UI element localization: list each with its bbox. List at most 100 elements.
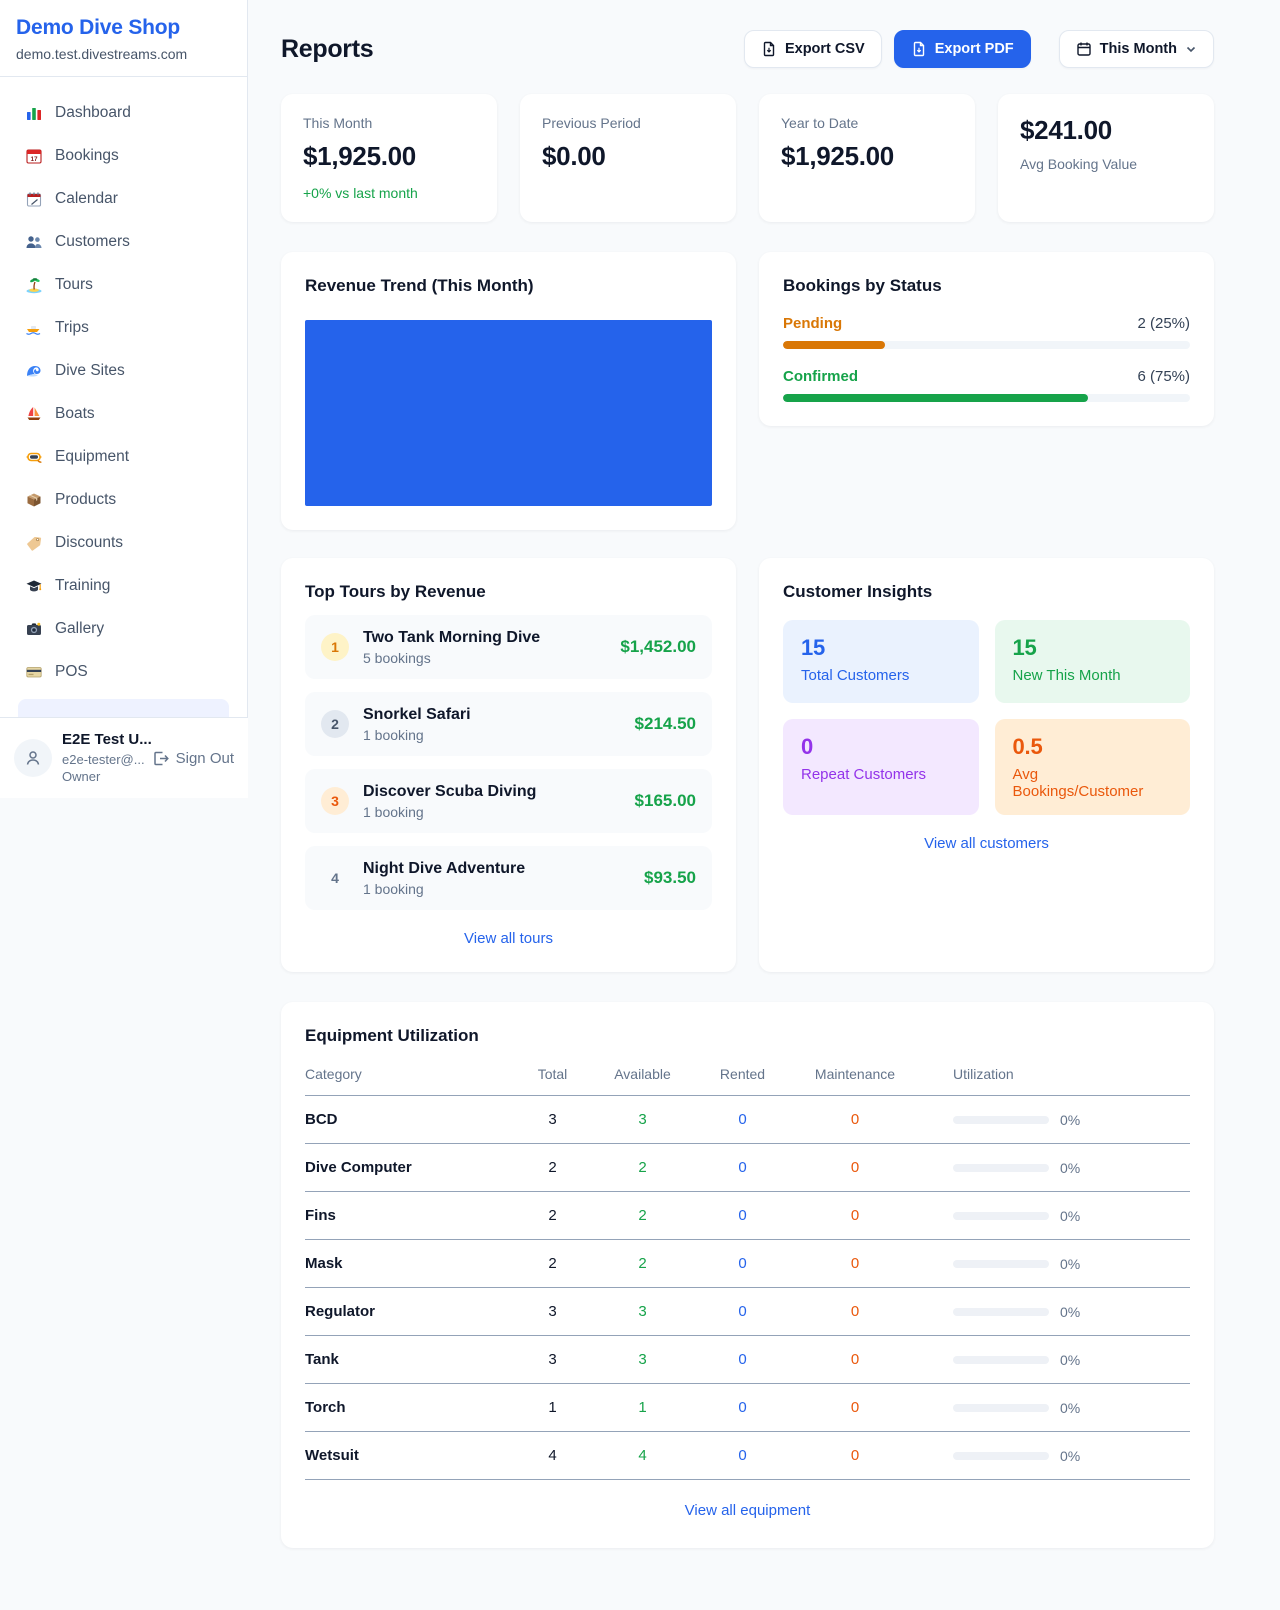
- sidebar-item-dive-sites[interactable]: Dive Sites: [14, 349, 233, 392]
- utilization-bar: [953, 1259, 1049, 1268]
- sign-out-icon: [152, 750, 169, 767]
- tour-bookings: 1 booking: [363, 726, 424, 743]
- view-all-equipment-link[interactable]: View all equipment: [684, 1502, 811, 1519]
- table-row: Fins 2 2 0 0 0%: [305, 1192, 1190, 1240]
- stat-card-avg-booking-value: $241.00 Avg Booking Value: [998, 94, 1214, 222]
- utilization-bar: [953, 1115, 1049, 1124]
- utilization-bar: [953, 1355, 1049, 1364]
- shop-name: Demo Dive Shop: [16, 16, 181, 39]
- boats-icon: [24, 404, 43, 423]
- tile-total-customers: 15 Total Customers: [783, 620, 979, 703]
- page-header: Reports Export CSV Export PDF This Month: [281, 30, 1214, 68]
- table-row: Dive Computer 2 2 0 0 0%: [305, 1144, 1190, 1192]
- status-row-pending: Pending 2 (25%): [783, 315, 1190, 349]
- view-all-tours-link[interactable]: View all tours: [464, 930, 553, 947]
- table-row: Mask 2 2 0 0 0%: [305, 1240, 1190, 1288]
- products-icon: [24, 490, 43, 509]
- sidebar-item-equipment[interactable]: Equipment: [14, 435, 233, 478]
- status-bar-fill: [783, 394, 1089, 402]
- sidebar-item-training[interactable]: Training: [14, 564, 233, 607]
- sidebar-item-boats[interactable]: Boats: [14, 392, 233, 435]
- table-row: Wetsuit 4 4 0 0 0%: [305, 1432, 1190, 1480]
- tour-name: Two Tank Morning Dive: [363, 628, 541, 646]
- user-info: E2E Test U... e2e-tester@... Owner: [62, 730, 152, 785]
- header-actions: Export CSV Export PDF This Month: [743, 30, 1214, 68]
- dive-sites-icon: [24, 361, 43, 380]
- top-tours-title: Top Tours by Revenue: [305, 582, 486, 601]
- tours-icon: [24, 275, 43, 294]
- rank-badge: 1: [321, 633, 349, 661]
- sidebar-item-trips[interactable]: Trips: [14, 306, 233, 349]
- utilization-bar: [953, 1451, 1049, 1460]
- tile-avg-bookings-customer: 0.5 Avg Bookings/Customer: [994, 719, 1190, 815]
- customers-icon: [24, 232, 43, 251]
- sign-out-button[interactable]: Sign Out: [152, 750, 234, 767]
- sidebar-item-tours[interactable]: Tours: [14, 263, 233, 306]
- sidebar-item-calendar[interactable]: Calendar: [14, 177, 233, 220]
- calendar-icon: [24, 189, 43, 208]
- discounts-icon: [24, 533, 43, 552]
- status-bar-track: [783, 394, 1190, 402]
- user-email: e2e-tester@...: [62, 751, 145, 767]
- tour-name: Discover Scuba Diving: [363, 782, 537, 800]
- page-title: Reports: [281, 34, 374, 63]
- training-icon: [24, 576, 43, 595]
- revenue-trend-card: Revenue Trend (This Month): [281, 252, 736, 530]
- tour-row: 3 Discover Scuba Diving 1 booking $165.0…: [305, 769, 712, 833]
- file-download-icon: [911, 41, 927, 57]
- tour-row: 2 Snorkel Safari 1 booking $214.50: [305, 692, 712, 756]
- equipment-icon: [24, 447, 43, 466]
- gallery-icon: [24, 619, 43, 638]
- tour-revenue: $214.50: [634, 714, 696, 733]
- revenue-trend-chart: [305, 320, 712, 506]
- view-all-customers-link[interactable]: View all customers: [924, 835, 1049, 852]
- tour-revenue: $165.00: [634, 791, 696, 810]
- bookings-by-status-title: Bookings by Status: [783, 276, 942, 295]
- charts-row: Revenue Trend (This Month) Bookings by S…: [281, 252, 1214, 530]
- sidebar-item-discounts[interactable]: Discounts: [14, 521, 233, 564]
- rank-badge: 2: [321, 710, 349, 738]
- tour-revenue: $1,452.00: [620, 637, 696, 656]
- tour-row: 4 Night Dive Adventure 1 booking $93.50: [305, 846, 712, 910]
- user-name: E2E Test U...: [62, 731, 152, 749]
- tour-name: Night Dive Adventure: [363, 859, 526, 877]
- calendar-outline-icon: [1076, 41, 1092, 57]
- export-pdf-button[interactable]: Export PDF: [893, 30, 1031, 68]
- status-bar-track: [783, 341, 1190, 349]
- status-count: 6 (75%): [1137, 368, 1190, 385]
- user-footer: E2E Test U... e2e-tester@... Owner Sign …: [0, 717, 248, 798]
- utilization-bar: [953, 1163, 1049, 1172]
- table-row: Regulator 3 3 0 0 0%: [305, 1288, 1190, 1336]
- sidebar-item-bookings[interactable]: 17 Bookings: [14, 134, 233, 177]
- sidebar-item-dashboard[interactable]: Dashboard: [14, 91, 233, 134]
- shop-domain: demo.test.divestreams.com: [16, 46, 188, 62]
- status-count: 2 (25%): [1137, 315, 1190, 332]
- tour-bookings: 1 booking: [363, 803, 424, 820]
- rank-badge: 3: [321, 787, 349, 815]
- insights-row: Top Tours by Revenue 1 Two Tank Morning …: [281, 558, 1214, 972]
- rank-badge: 4: [331, 870, 339, 886]
- status-bar-fill: [783, 341, 885, 349]
- stat-card-year-to-date: Year to Date $1,925.00: [759, 94, 975, 222]
- customer-insights-card: Customer Insights 15 Total Customers 15 …: [759, 558, 1214, 972]
- equipment-utilization-title: Equipment Utilization: [305, 1026, 479, 1045]
- stat-cards: This Month $1,925.00 +0% vs last month P…: [281, 94, 1214, 222]
- main-content: Reports Export CSV Export PDF This Month: [248, 0, 1280, 1548]
- tour-bookings: 1 booking: [363, 880, 424, 897]
- period-selector[interactable]: This Month: [1058, 30, 1214, 68]
- sidebar-item-customers[interactable]: Customers: [14, 220, 233, 263]
- tour-name: Snorkel Safari: [363, 705, 471, 723]
- tile-new-this-month: 15 New This Month: [994, 620, 1190, 703]
- avatar: [14, 739, 52, 777]
- trips-icon: [24, 318, 43, 337]
- bookings-by-status-card: Bookings by Status Pending 2 (25%) Confi…: [759, 252, 1214, 426]
- svg-text:17: 17: [30, 156, 38, 163]
- stat-card-previous-period: Previous Period $0.00: [520, 94, 736, 222]
- export-csv-button[interactable]: Export CSV: [743, 30, 882, 68]
- utilization-bar: [953, 1307, 1049, 1316]
- sidebar-item-pos[interactable]: POS: [14, 650, 233, 693]
- stat-card-this-month: This Month $1,925.00 +0% vs last month: [281, 94, 497, 222]
- table-row: Tank 3 3 0 0 0%: [305, 1336, 1190, 1384]
- sidebar-item-products[interactable]: Products: [14, 478, 233, 521]
- sidebar-item-gallery[interactable]: Gallery: [14, 607, 233, 650]
